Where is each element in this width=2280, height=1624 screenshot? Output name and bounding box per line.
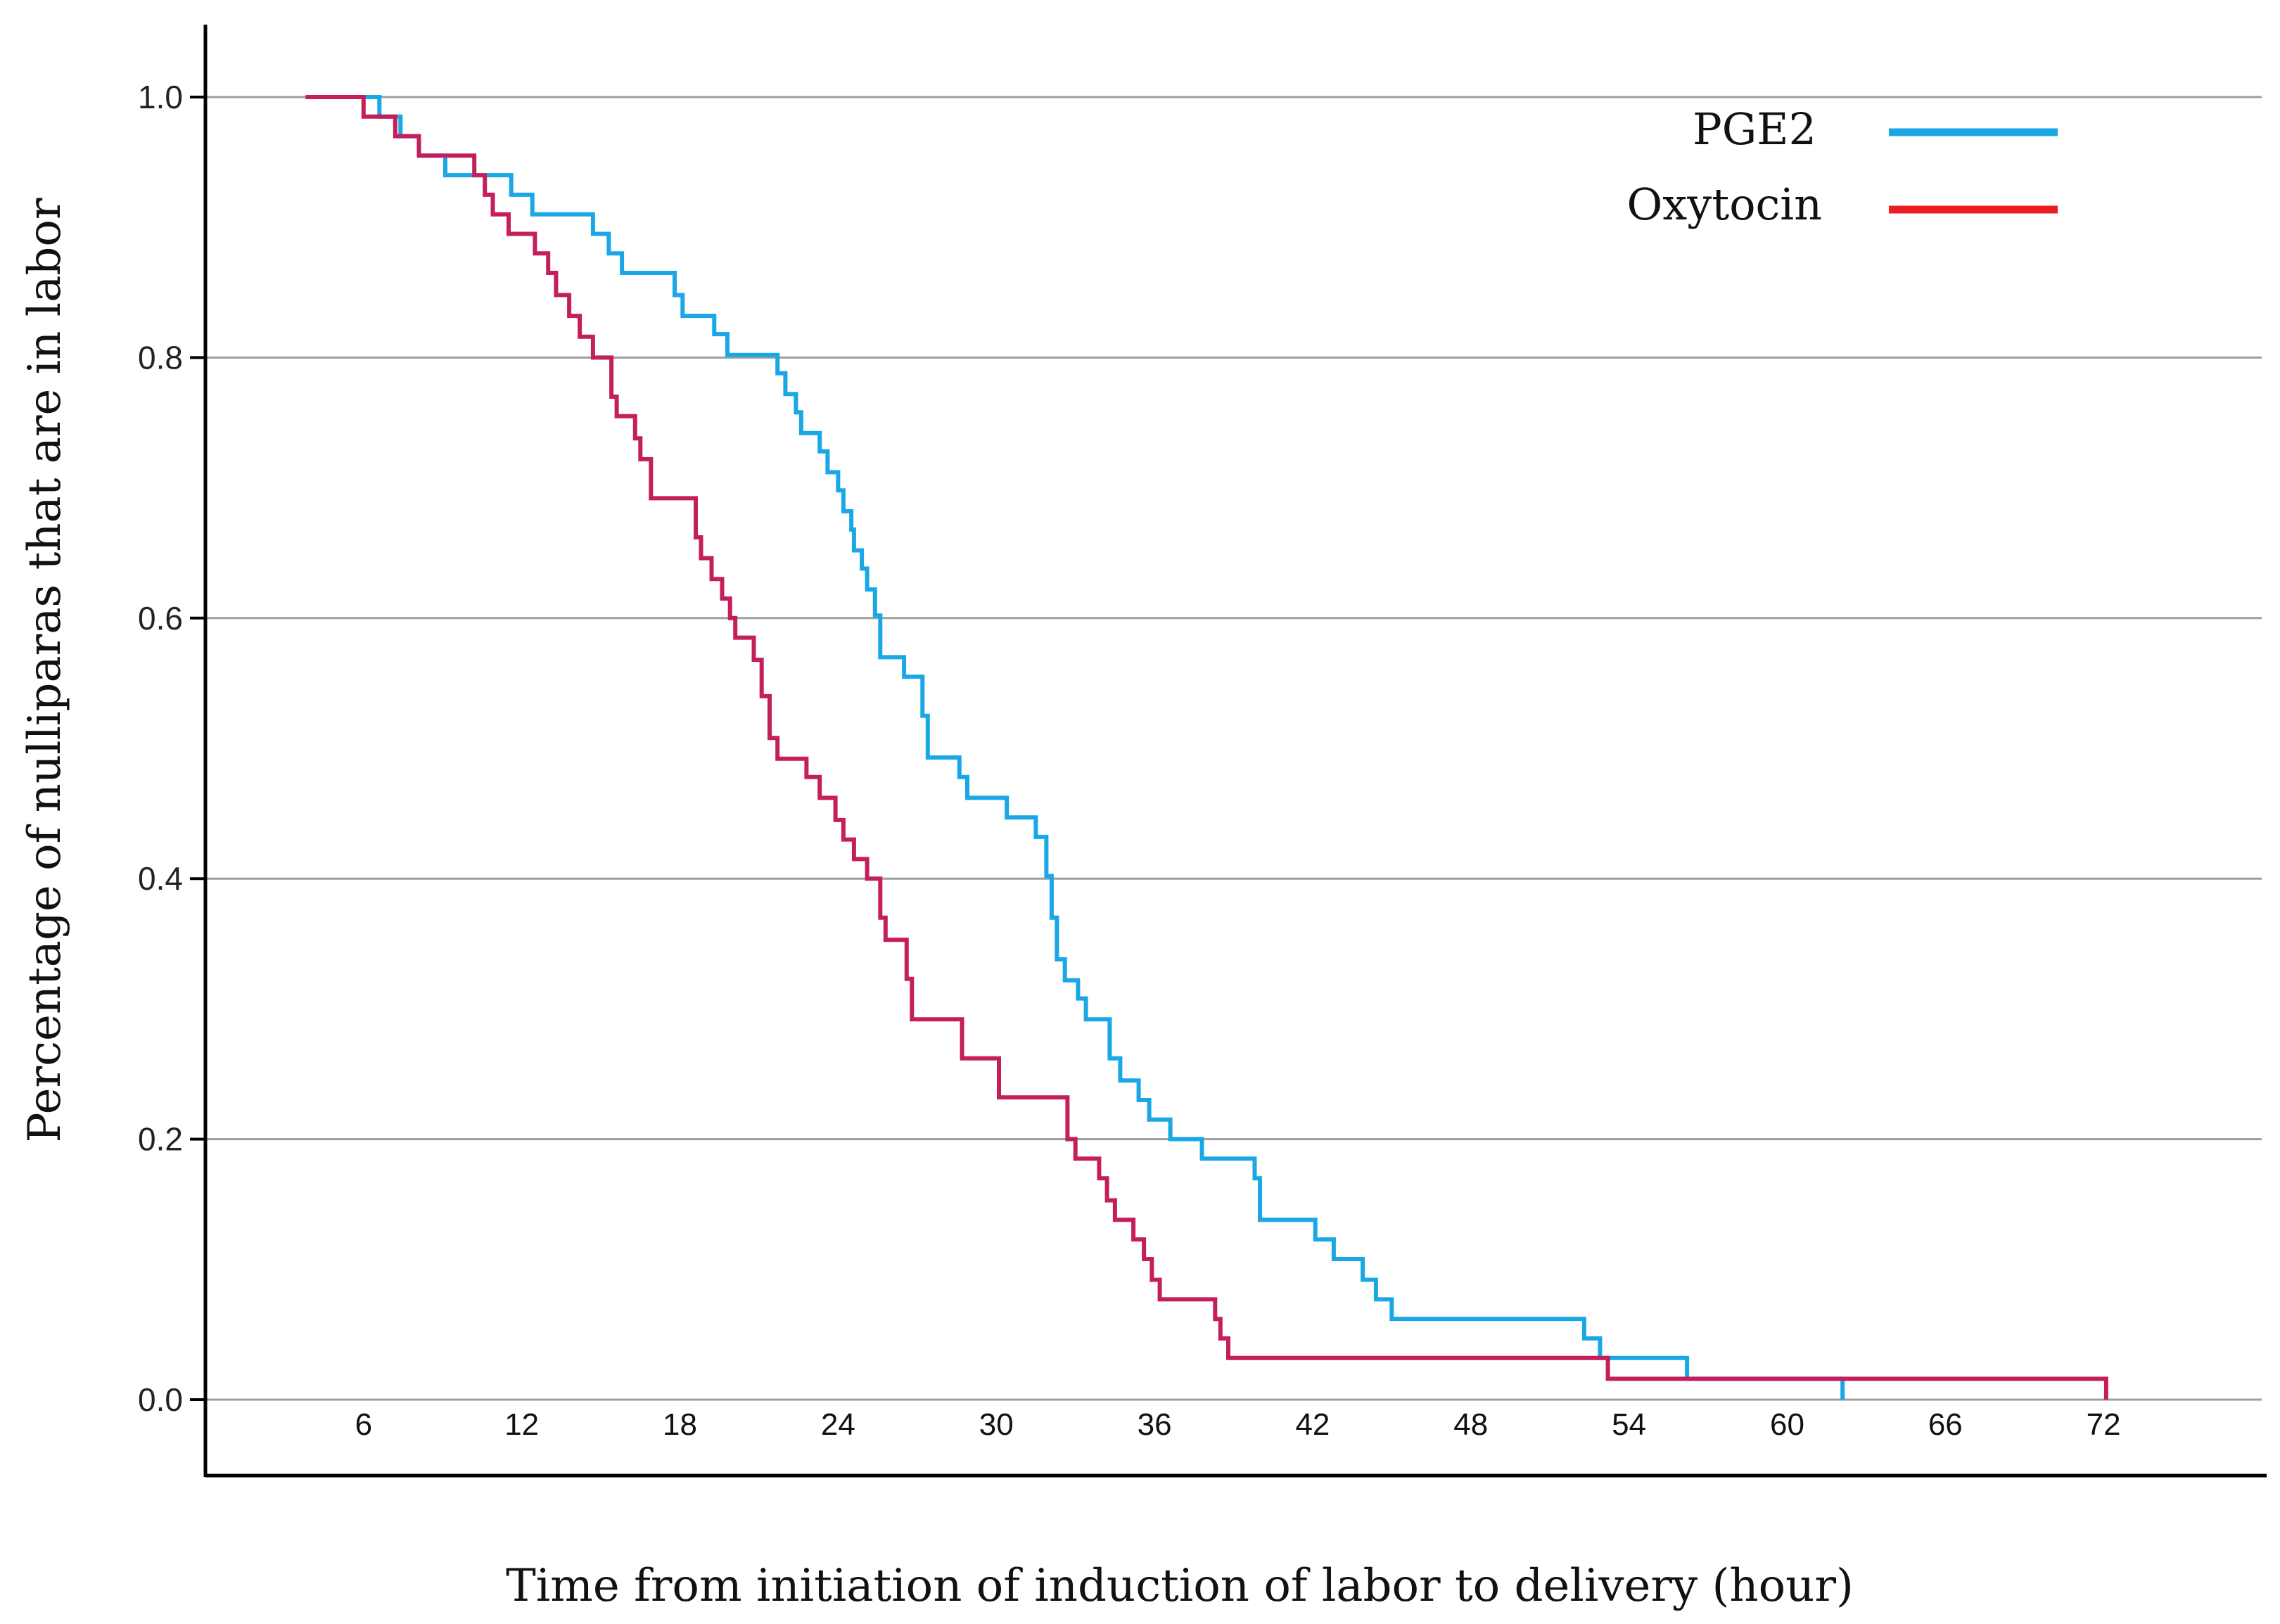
x-tick-label-24: 24 [821,1407,855,1442]
x-tick-label-6: 6 [355,1407,372,1442]
x-tick-label-72: 72 [2087,1407,2121,1442]
gridlines [205,96,2262,1401]
legend: PGE2 Oxytocin [1626,103,2058,230]
y-tick-label-4: 0.8 [138,339,183,376]
y-tick-label-5: 1.0 [138,79,183,115]
x-tick-labels: 6 12 18 24 30 36 42 48 54 60 66 72 [355,1407,2121,1442]
y-tick-label-0: 0.0 [138,1381,183,1418]
y-tick-label-3: 0.6 [138,600,183,637]
legend-label-pge2: PGE2 [1693,103,1816,155]
x-tick-label-60: 60 [1770,1407,1804,1442]
x-tick-label-18: 18 [663,1407,697,1442]
series-line-oxytocin [305,95,2108,1400]
y-tick-labels: 0.0 0.2 0.4 0.6 0.8 1.0 [138,79,205,1418]
y-tick-label-2: 0.4 [138,860,183,897]
series-line-pge2 [305,95,1845,1400]
x-tick-label-36: 36 [1138,1407,1172,1442]
y-tick-label-1: 0.2 [138,1121,183,1158]
series-group [305,95,2108,1400]
y-axis-label: Percentage of nulliparas that are in lab… [19,198,71,1142]
x-tick-label-54: 54 [1612,1407,1646,1442]
x-tick-label-66: 66 [1928,1407,1963,1442]
legend-label-oxytocin: Oxytocin [1626,179,1822,230]
x-axis-label: Time from initiation of induction of lab… [506,1560,1854,1612]
x-tick-label-48: 48 [1453,1407,1488,1442]
x-tick-label-42: 42 [1295,1407,1330,1442]
x-tick-label-30: 30 [979,1407,1014,1442]
x-tick-label-12: 12 [504,1407,539,1442]
